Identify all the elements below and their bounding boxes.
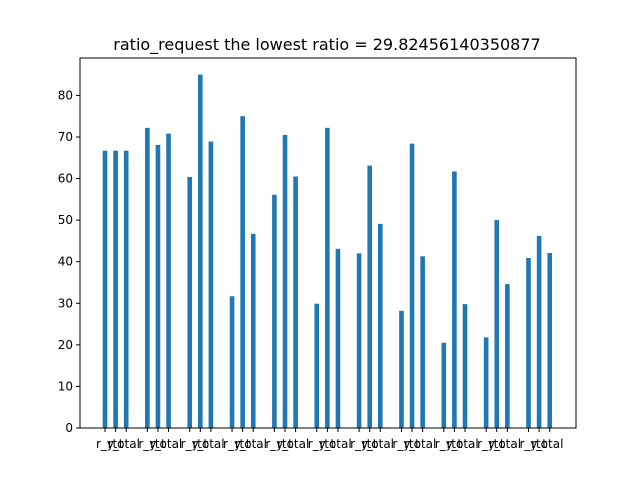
x-tick-label: r_t [108, 437, 124, 451]
x-tick-label: r_y [223, 437, 241, 451]
x-tick-label: r_y [265, 437, 283, 451]
x-tick-label: total [494, 437, 521, 451]
bar-total [208, 141, 214, 428]
bar-r-t [325, 127, 330, 428]
x-tick-label: r_t [150, 437, 166, 451]
x-tick-label: r_y [350, 437, 368, 451]
x-tick-label: r_t [404, 437, 420, 451]
x-tick-label: total [240, 437, 267, 451]
x-tick-label: r_y [392, 437, 410, 451]
y-tick-label: 30 [58, 296, 73, 310]
bar-r-t [494, 220, 500, 428]
bar-total [547, 252, 552, 428]
bar-r-y [187, 176, 192, 428]
x-tick-label: r_t [235, 437, 251, 451]
x-tick-label: total [536, 437, 563, 451]
x-tick-label: r_t [489, 437, 505, 451]
bars-layer [102, 74, 552, 429]
bar-total [293, 176, 298, 428]
bar-r-y [356, 253, 362, 428]
bar-r-t [113, 150, 118, 428]
bar-r-t [198, 74, 203, 428]
x-tick-label: total [367, 437, 394, 451]
y-tick-label: 70 [58, 130, 73, 144]
bar-r-t [367, 165, 372, 428]
x-tick-label: total [197, 437, 224, 451]
x-tick-label: total [324, 437, 351, 451]
chart-title: ratio_request the lowest ratio = 29.8245… [113, 35, 540, 55]
bar-total [250, 233, 256, 428]
x-tick-label: total [112, 437, 139, 451]
bar-r-t [452, 171, 457, 428]
bar-r-y [526, 257, 531, 428]
bar-r-y [314, 303, 320, 428]
x-tick-label: total [155, 437, 182, 451]
y-tick-label: 60 [58, 172, 73, 186]
bar-total [420, 256, 425, 428]
bar-r-t [536, 235, 542, 428]
x-tick-label: r_y [477, 437, 495, 451]
y-tick-label: 0 [65, 421, 73, 435]
bar-total [505, 284, 510, 428]
x-tick-label: total [282, 437, 309, 451]
bar-r-y [272, 194, 277, 428]
bar-r-t [240, 116, 245, 429]
bar-total [166, 133, 171, 429]
bar-r-y [229, 296, 235, 428]
plot-frame [79, 57, 577, 429]
x-tick-label: total [409, 437, 436, 451]
bar-r-y [145, 127, 150, 428]
x-tick-label: r_y [181, 437, 199, 451]
bar-total [462, 304, 468, 428]
bar-r-t [155, 144, 161, 428]
bar-total [378, 223, 383, 428]
x-tick-label: r_y [138, 437, 156, 451]
bar-r-t [409, 143, 415, 428]
x-tick-label: r_y [308, 437, 326, 451]
x-tick-label: r_t [531, 437, 547, 451]
x-tick-label: r_t [362, 437, 378, 451]
x-tick-label: r_y [435, 437, 453, 451]
x-tick-label: r_y [96, 437, 114, 451]
y-axis: 0 10 20 30 40 50 60 70 80 [58, 88, 80, 435]
x-axis: r_yr_ttotalr_yr_ttotalr_yr_ttotalr_yr_tt… [96, 428, 563, 451]
y-tick-label: 80 [58, 88, 73, 102]
x-tick-label: r_t [447, 437, 463, 451]
bar-r-y [102, 150, 108, 428]
y-tick-label: 10 [58, 379, 73, 393]
x-tick-label: r_y [519, 437, 537, 451]
x-tick-label: r_t [320, 437, 336, 451]
bar-total [335, 248, 341, 428]
bar-r-t [282, 134, 288, 429]
y-tick-label: 40 [58, 255, 73, 269]
y-tick-label: 20 [58, 338, 73, 352]
x-tick-label: total [451, 437, 478, 451]
bar-r-y [483, 337, 489, 428]
bar-r-y [399, 310, 404, 428]
bar-r-y [441, 342, 447, 428]
bar-total [123, 150, 129, 428]
x-tick-label: r_t [277, 437, 293, 451]
y-tick-label: 50 [58, 213, 73, 227]
x-tick-label: r_t [192, 437, 208, 451]
